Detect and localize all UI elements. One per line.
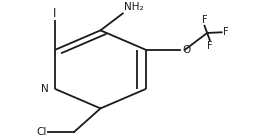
Text: N: N <box>41 84 48 94</box>
Text: I: I <box>53 7 57 20</box>
Text: F: F <box>207 41 213 51</box>
Text: F: F <box>202 15 207 25</box>
Text: F: F <box>223 27 229 37</box>
Text: O: O <box>182 45 190 55</box>
Text: Cl: Cl <box>36 127 47 137</box>
Text: NH₂: NH₂ <box>124 2 144 12</box>
